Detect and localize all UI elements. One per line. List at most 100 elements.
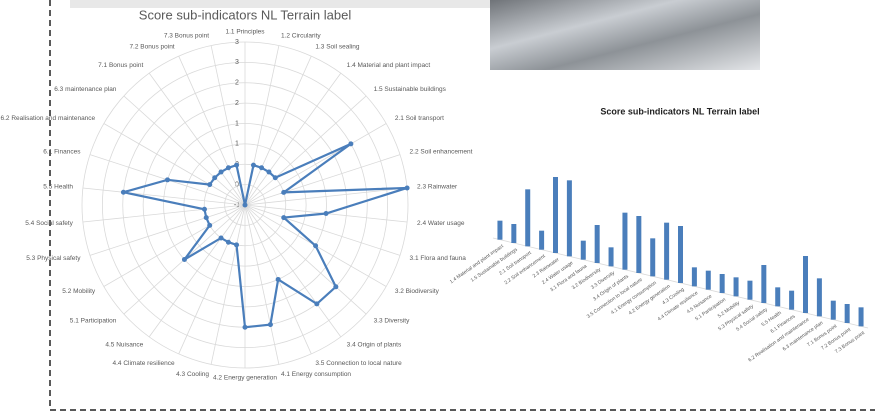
spoke	[148, 72, 246, 206]
marker	[234, 242, 240, 248]
window-edge	[70, 0, 490, 8]
marker	[218, 169, 224, 175]
category-label: 5.5 Health	[43, 184, 73, 191]
r-tick-label: 2	[235, 100, 239, 107]
category-label: 5.3 Physical safety	[26, 255, 81, 262]
category-label: 2.1 Soil transport	[395, 115, 444, 122]
marker	[281, 215, 287, 221]
marker	[212, 175, 218, 181]
category-label: 4.4 Climate resilience	[112, 360, 175, 367]
marker	[250, 162, 256, 168]
bar	[705, 270, 711, 290]
spoke	[82, 204, 246, 223]
marker	[281, 189, 287, 195]
marker	[266, 169, 272, 175]
bar	[775, 287, 781, 307]
category-label: 1.3 Soil sealing	[315, 44, 359, 51]
bar	[733, 277, 739, 297]
marker	[333, 284, 339, 290]
r-tick-label: -1	[234, 202, 240, 209]
marker	[207, 182, 213, 188]
category-label: 2.2 Soil enhancement	[410, 148, 473, 155]
category-label: 1.5 Sustainable buildings	[374, 86, 447, 93]
r-tick-label: 2	[235, 80, 239, 87]
marker	[267, 322, 273, 328]
category-label: 3.4 Origin of plants	[347, 342, 402, 349]
marker	[234, 162, 240, 168]
category-label: 6.1 Finances	[43, 148, 81, 155]
marker	[225, 239, 231, 245]
bar	[566, 180, 572, 257]
marker	[348, 141, 354, 147]
category-label: 6.3 maintenance plan	[54, 86, 117, 93]
marker	[275, 276, 281, 282]
category-label: 3.1 Flora and fauna	[410, 255, 467, 262]
marker	[259, 165, 265, 171]
spoke	[244, 204, 367, 315]
category-label: 1.4 Material and plant impact	[347, 62, 431, 69]
category-label: 4.3 Cooling	[176, 371, 209, 378]
category-label: 1.1 Principles	[225, 29, 265, 36]
r-tick-label: 1	[235, 141, 239, 148]
bar-title: Score sub-indicators NL Terrain label	[600, 106, 759, 116]
category-label: 3.3 Diversity	[374, 317, 411, 324]
marker	[207, 222, 213, 228]
bar	[650, 238, 656, 277]
bar	[719, 274, 725, 293]
bar	[858, 307, 864, 327]
category-label: 5.1 Participation	[70, 317, 117, 324]
bar	[747, 280, 753, 300]
marker	[314, 301, 320, 307]
spoke	[244, 55, 312, 206]
category-label: 2.4 Water usage	[417, 220, 465, 227]
bar	[511, 224, 517, 243]
bar	[553, 177, 558, 253]
marker	[313, 243, 319, 249]
bar	[816, 278, 822, 317]
marker	[164, 177, 170, 183]
photo	[490, 0, 760, 70]
spoke	[244, 72, 342, 206]
spoke	[244, 123, 387, 206]
bar	[803, 256, 808, 313]
category-label: 3.5 Connection to local nature	[315, 360, 402, 367]
category-label: 1.2 Circularity	[281, 32, 321, 39]
bar	[497, 220, 503, 240]
marker	[323, 211, 329, 217]
bar	[830, 300, 836, 320]
spoke	[210, 204, 246, 365]
spoke	[103, 204, 246, 287]
r-tick-label: 1	[235, 120, 239, 127]
category-label: 7.2 Bonus point	[129, 44, 174, 51]
category-label: 4.2 Energy generation	[213, 375, 277, 382]
r-tick-label: 3	[235, 39, 239, 46]
bar	[761, 265, 767, 303]
marker	[201, 206, 207, 212]
spoke	[244, 154, 401, 206]
spoke	[103, 123, 246, 206]
category-label: 7.1 Bonus point	[98, 62, 143, 69]
marker	[203, 215, 209, 221]
bar	[608, 247, 614, 267]
marker	[120, 189, 126, 195]
category-label: 7.3 Bonus point	[164, 32, 209, 39]
bar	[580, 240, 586, 260]
spoke	[178, 204, 246, 355]
bar	[539, 230, 545, 250]
r-tick-label: 3	[235, 59, 239, 66]
marker	[225, 165, 231, 171]
spoke	[123, 95, 246, 206]
bar	[636, 216, 642, 273]
spoke	[82, 187, 246, 206]
spoke	[244, 204, 280, 365]
marker	[404, 185, 410, 191]
spoke	[244, 187, 408, 206]
spoke	[244, 95, 367, 206]
category-label: 5.4 Social safety	[25, 220, 73, 227]
category-label: 4.5 Nuisance	[105, 342, 143, 349]
bar	[691, 267, 697, 287]
r-tick-label: 0	[235, 181, 239, 188]
